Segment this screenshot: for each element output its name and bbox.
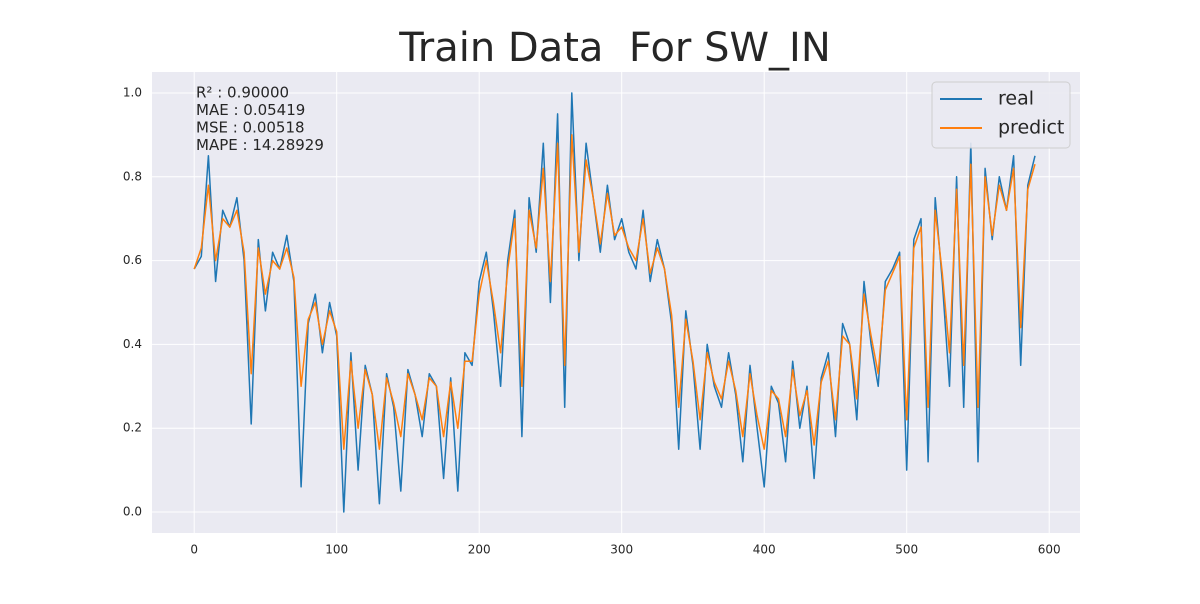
x-tick-label: 400 [753,543,776,557]
annotation: MSE : 0.00518 [196,119,305,137]
annotation: MAE : 0.05419 [196,101,305,119]
x-tick-label: 300 [610,543,633,557]
annotation: R² : 0.90000 [196,84,289,102]
annotation: MAPE : 14.28929 [196,136,324,154]
x-tick-label: 500 [895,543,918,557]
y-tick-label: 0.6 [123,253,142,267]
x-tick-label: 200 [468,543,491,557]
y-tick-label: 0.2 [123,421,142,435]
y-tick-label: 0.0 [123,505,142,519]
y-tick-label: 0.4 [123,337,142,351]
y-tick-label: 0.8 [123,169,142,183]
data-line [193,134,1036,450]
plot-area [152,72,1080,533]
legend-label: predict [998,117,1064,139]
x-tick-label: 0 [190,543,198,557]
x-tick-label: 100 [325,543,348,557]
y-tick-label: 1.0 [123,85,142,99]
x-tick-label: 600 [1038,543,1061,557]
chart-title: Train Data For SW_IN [398,25,831,71]
legend-label: real [998,88,1034,110]
